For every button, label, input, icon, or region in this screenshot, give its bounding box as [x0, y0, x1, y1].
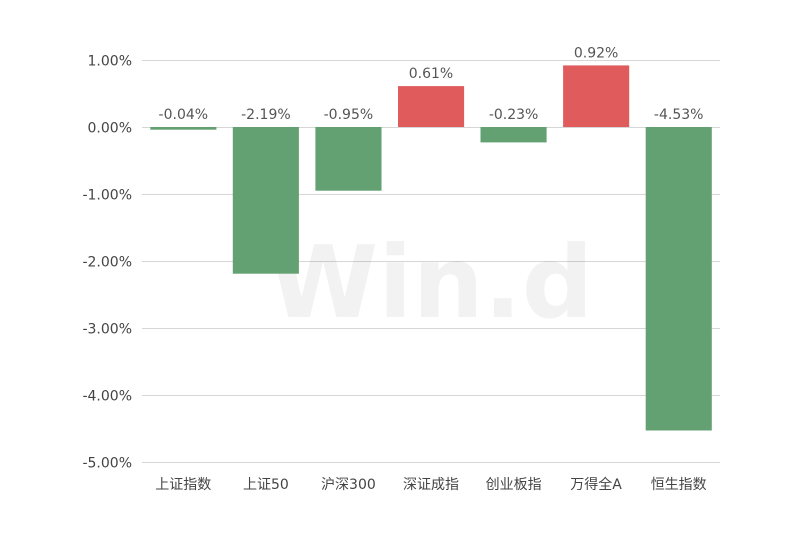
data-label: -0.95%: [324, 107, 374, 123]
x-category-label: 深证成指: [403, 477, 459, 493]
y-tick-label: -2.00%: [82, 255, 132, 271]
y-tick-label: -4.00%: [82, 389, 132, 405]
data-labels: -0.04% -2.19% -0.95% 0.61% -0.23% 0.92% -4.53%: [159, 45, 704, 123]
y-axis-ticks: 1.00% 0.00% -1.00% -2.00% -3.00% -4.00% -5.00%: [82, 54, 132, 472]
data-label: 0.92%: [574, 45, 618, 61]
bar: [232, 127, 299, 274]
bars: [150, 65, 712, 431]
x-category-label: 沪深300: [321, 477, 376, 493]
watermark: Win.d: [268, 224, 593, 341]
bar: [398, 86, 465, 127]
x-axis-categories: 上证指数 上证50 沪深300 深证成指 创业板指 万得全A 恒生指数: [155, 476, 706, 493]
bar: [480, 127, 547, 143]
x-category-label: 上证50: [243, 477, 289, 493]
x-category-label: 恒生指数: [651, 477, 707, 493]
data-label: 0.61%: [409, 66, 453, 82]
bar: [563, 65, 630, 127]
y-tick-label: 0.00%: [88, 121, 132, 137]
data-label: -4.53%: [654, 107, 704, 123]
x-category-label: 创业板指: [486, 477, 542, 493]
y-tick-label: -5.00%: [82, 456, 132, 472]
y-tick-label: -1.00%: [82, 188, 132, 204]
bar: [315, 127, 382, 191]
y-tick-label: -3.00%: [82, 322, 132, 338]
x-category-label: 上证指数: [155, 477, 211, 493]
y-tick-label: 1.00%: [88, 54, 132, 70]
x-category-label: 万得全A: [570, 476, 622, 493]
data-label: -0.04%: [159, 107, 209, 123]
data-label: -0.23%: [489, 107, 539, 123]
bar: [150, 127, 217, 130]
data-label: -2.19%: [241, 107, 291, 123]
bar: [645, 127, 712, 431]
